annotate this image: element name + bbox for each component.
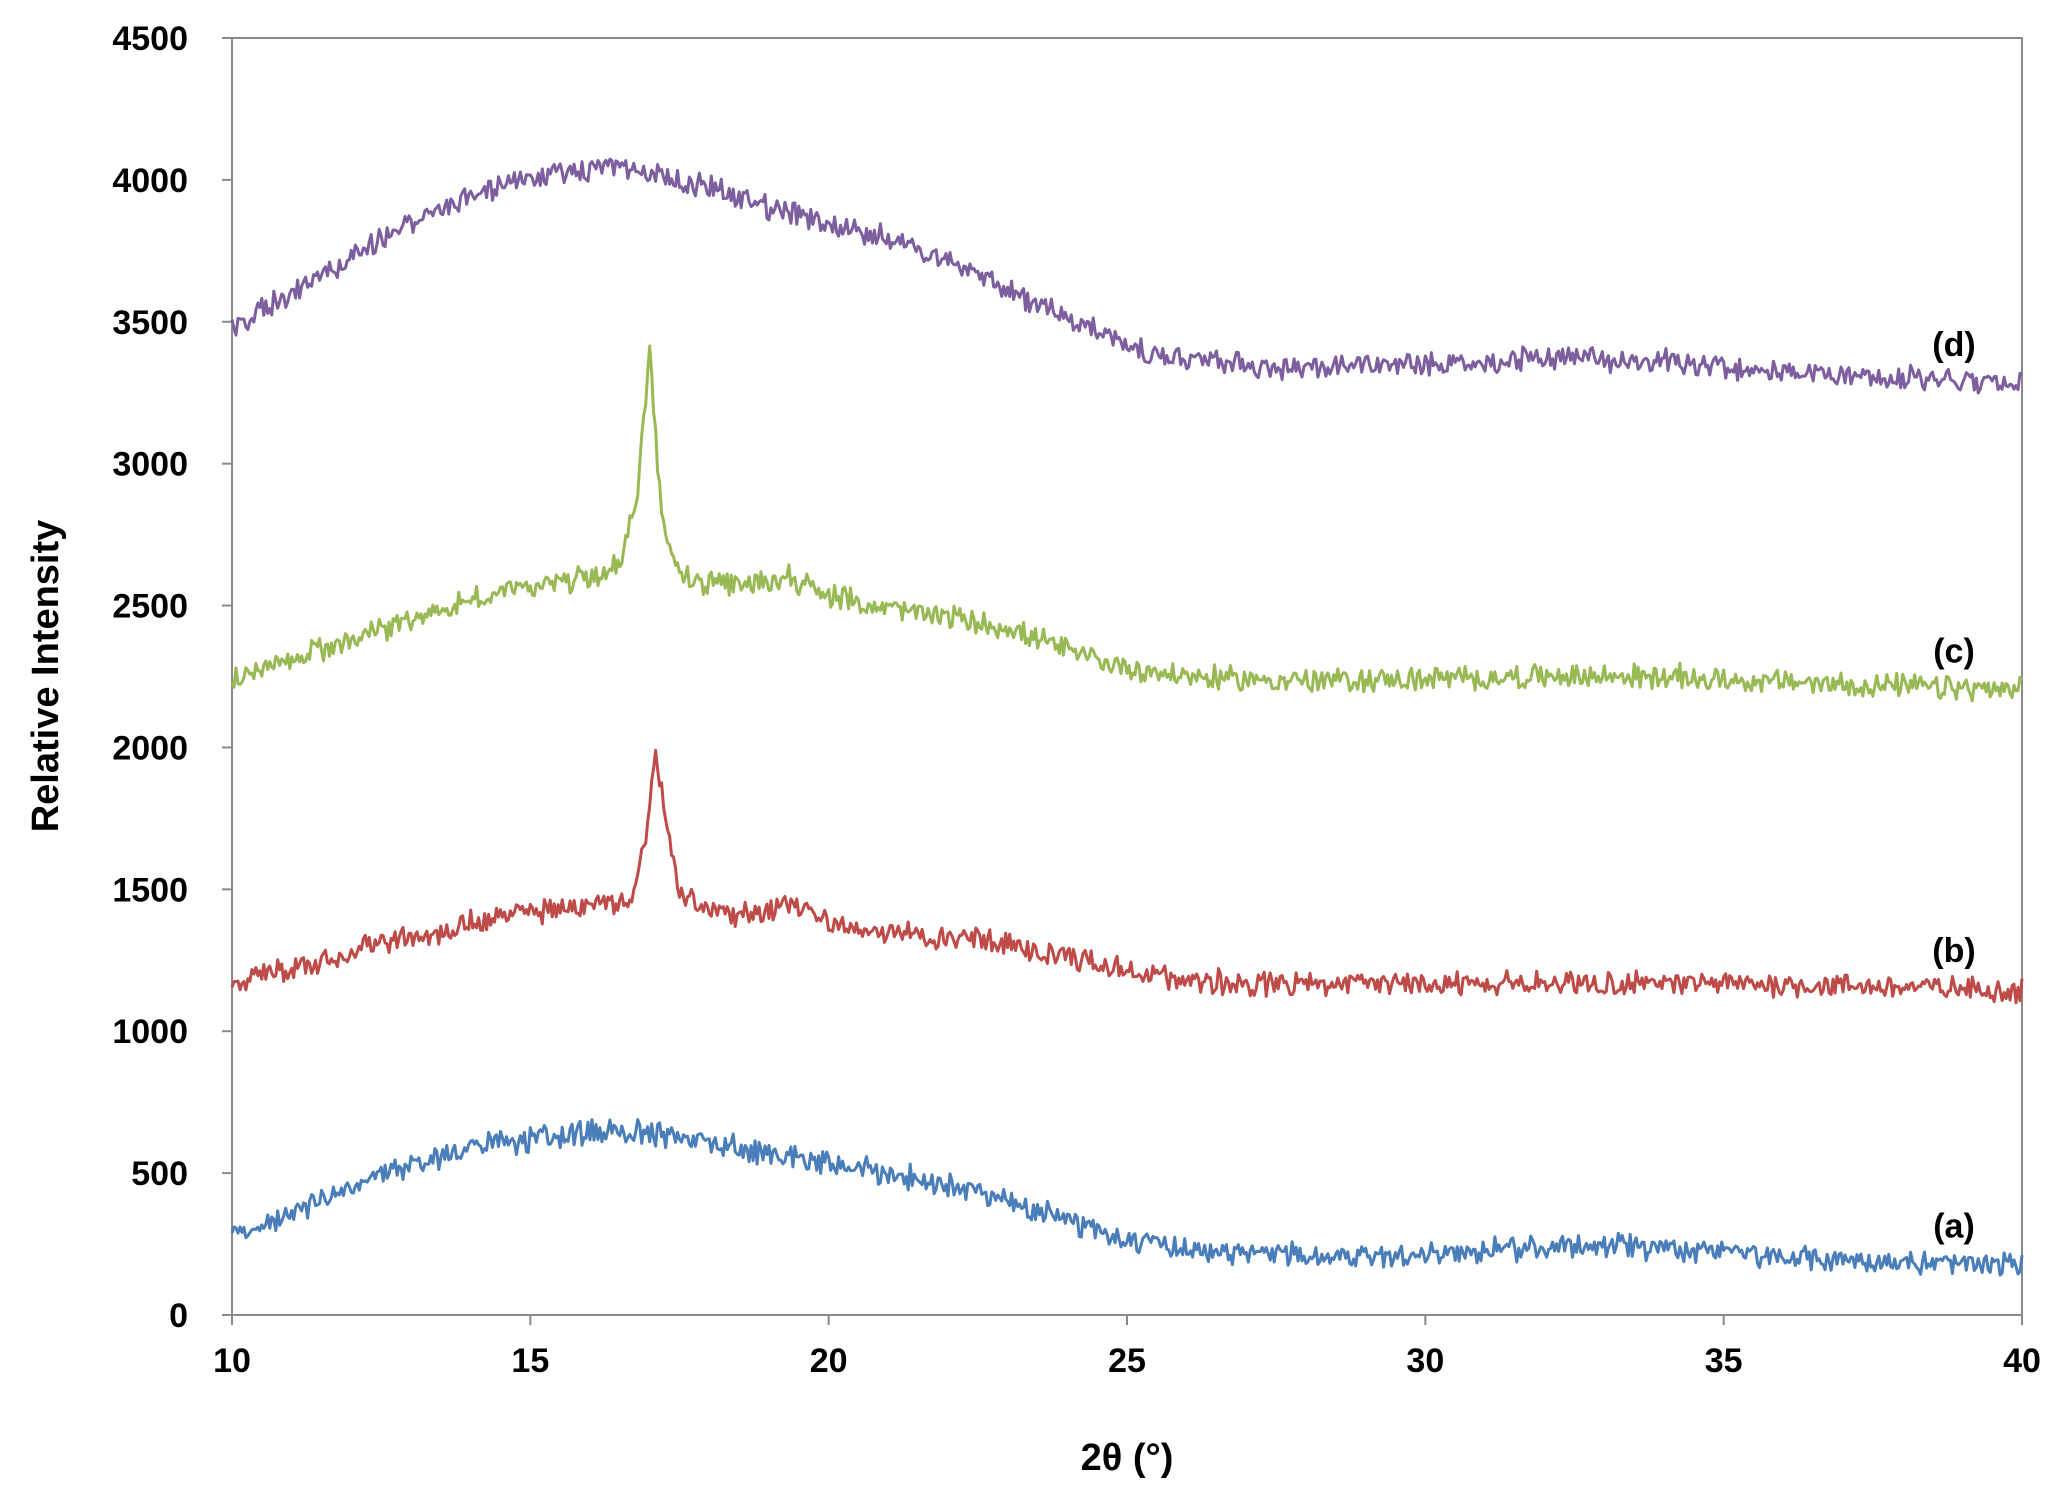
x-tick-label: 30 (1406, 1342, 1444, 1380)
y-tick-label: 4000 (112, 162, 188, 200)
x-tick-label: 40 (2003, 1342, 2041, 1380)
series-label-1: (a) (1933, 1207, 1975, 1245)
x-axis: 10 15 20 25 30 35 40 (213, 1315, 2041, 1380)
y-tick-label: 500 (131, 1155, 188, 1193)
y-tick-label: 4500 (112, 20, 188, 58)
y-tick-label: 0 (169, 1297, 188, 1335)
series-layer: (a) (b) (c) (d) (230, 157, 2024, 1277)
y-tick-label: 2000 (112, 729, 188, 767)
series-line-1 (230, 1118, 2024, 1277)
series-line-3 (230, 344, 2024, 703)
x-tick-label: 25 (1108, 1342, 1146, 1380)
y-tick-label: 2500 (112, 588, 188, 626)
y-tick-label: 1500 (112, 871, 188, 909)
series-label-2: (b) (1932, 932, 1975, 970)
series-label-3: (c) (1933, 633, 1975, 671)
y-axis: 0 500 1000 1500 2000 2500 3000 3500 4000 4500 (112, 20, 232, 1335)
series-line-2 (230, 748, 2024, 1005)
y-axis-title: Relative Intensity (25, 520, 67, 833)
x-tick-label: 20 (810, 1342, 848, 1380)
series-label-4: (d) (1932, 326, 1975, 364)
x-tick-label: 10 (213, 1342, 251, 1380)
x-axis-title: 2θ (°) (1081, 1437, 1174, 1479)
x-tick-label: 15 (511, 1342, 549, 1380)
y-tick-label: 3500 (112, 304, 188, 342)
y-tick-label: 3000 (112, 446, 188, 484)
y-tick-label: 1000 (112, 1013, 188, 1051)
x-tick-label: 35 (1705, 1342, 1743, 1380)
series-line-4 (230, 157, 2024, 395)
